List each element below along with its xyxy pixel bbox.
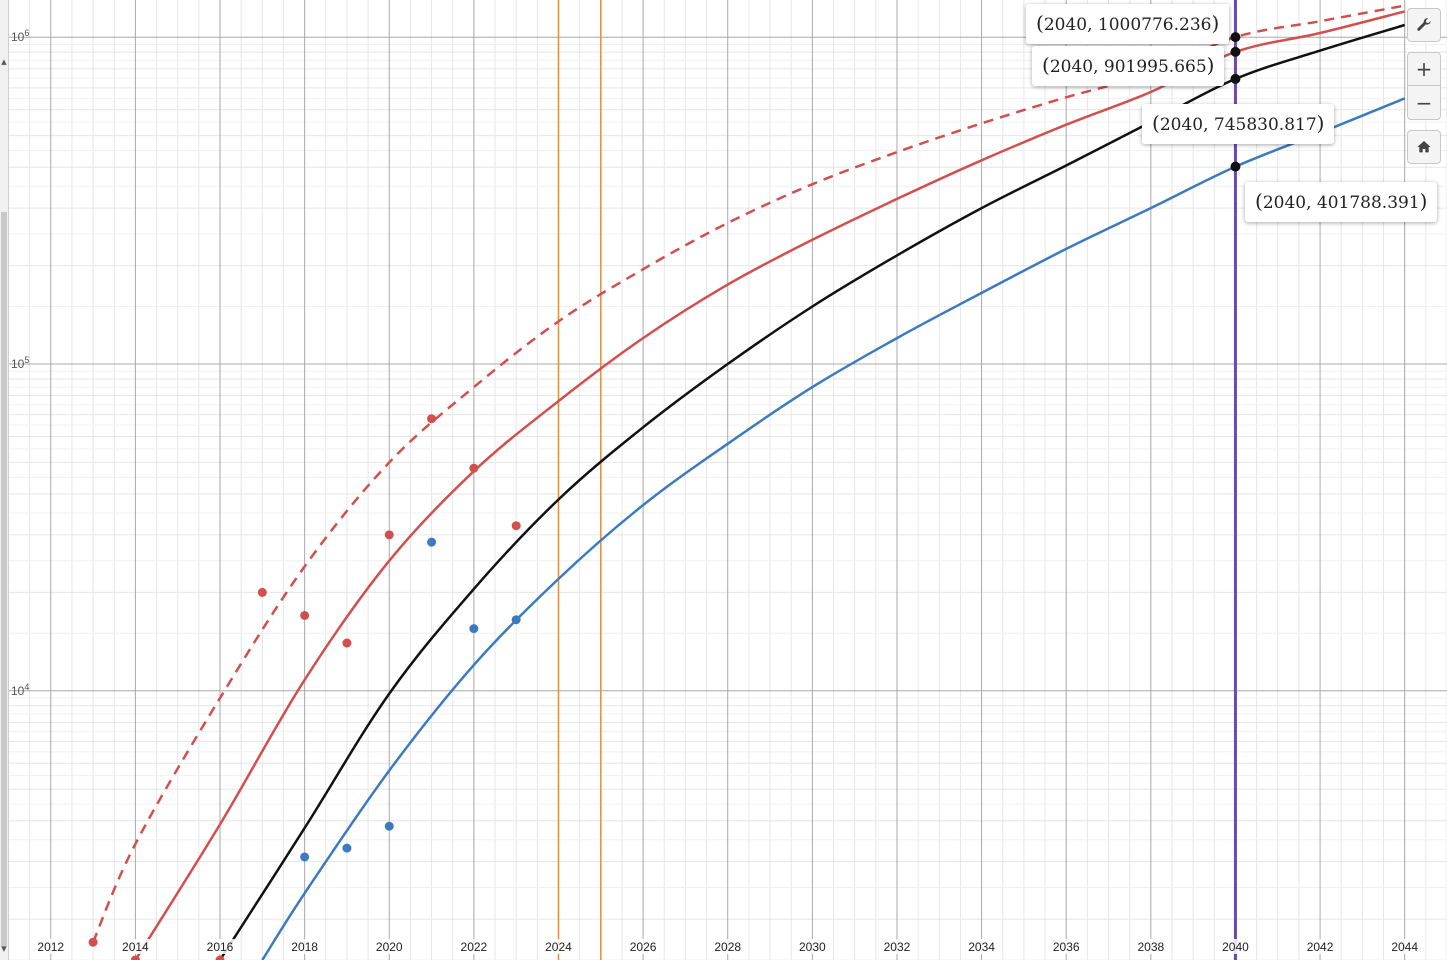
minus-icon: − (1415, 90, 1433, 115)
x-tick-label: 2012 (37, 940, 64, 954)
x-tick-label: 2020 (376, 940, 403, 954)
data-points (88, 414, 521, 960)
point-label-y: 745830.817 (1213, 115, 1317, 135)
point-label: (2040, 901995.665) (1032, 46, 1225, 86)
x-tick-label: 2042 (1307, 940, 1334, 954)
y-tick-label: 105 (11, 355, 29, 371)
point-label-y: 401788.391 (1316, 193, 1420, 213)
x-tick-label: 2040 (1222, 940, 1249, 954)
x-tick-bg (626, 939, 661, 954)
data-point (384, 821, 394, 831)
x-tick-label: 2026 (630, 940, 657, 954)
x-tick-bg (203, 939, 238, 954)
x-tick-label: 2034 (968, 940, 995, 954)
x-tick-bg (1133, 939, 1168, 954)
y-axis-ticks: 106 105 104 (11, 28, 29, 698)
highlight-point (1230, 32, 1241, 43)
data-point (130, 955, 140, 960)
highlight-point (1230, 46, 1241, 57)
scroll-thumb[interactable] (1, 212, 7, 947)
highlight-point (1230, 161, 1241, 172)
x-tick-bg (287, 939, 322, 954)
x-tick-bg (964, 939, 999, 954)
point-label-y: 901995.665 (1103, 57, 1207, 77)
curve (218, 23, 1406, 960)
wrench-icon (1417, 18, 1431, 31)
data-point (469, 624, 479, 634)
left-scroll-strip[interactable]: ▲ ▼ (0, 0, 9, 960)
point-label-x: 2040 (1049, 57, 1094, 77)
data-point (469, 463, 479, 473)
x-tick-label: 2044 (1391, 940, 1418, 954)
point-label: (2040, 401788.391) (1245, 182, 1438, 222)
x-tick-label: 2038 (1137, 940, 1164, 954)
x-tick-bg (118, 939, 153, 954)
y-tick-label: 104 (11, 682, 29, 698)
x-tick-bg (541, 939, 576, 954)
x-tick-label: 2022 (461, 940, 488, 954)
x-tick-bg (879, 939, 914, 954)
zoom-in-button[interactable]: + (1407, 52, 1441, 86)
data-point (511, 615, 521, 625)
y-tick-label: 106 (11, 28, 29, 44)
data-point (300, 852, 310, 862)
point-label: (2040, 1000776.236) (1026, 4, 1230, 44)
x-tick-bg (1049, 939, 1084, 954)
data-point (427, 537, 437, 547)
highlight-points[interactable] (1230, 32, 1241, 172)
data-point (511, 521, 521, 531)
x-tick-bg (795, 939, 830, 954)
point-label-y: 1000776.236 (1097, 15, 1212, 35)
data-point (427, 414, 437, 424)
data-point (215, 955, 225, 960)
home-icon (1417, 141, 1431, 153)
point-label-x: 2040 (1043, 15, 1088, 35)
default-viewport-button[interactable] (1407, 130, 1441, 164)
point-label-x: 2040 (1159, 115, 1204, 135)
point-label: (2040, 745830.817) (1142, 104, 1335, 144)
curve (91, 4, 1405, 943)
data-point (342, 843, 352, 853)
data-point (342, 638, 352, 648)
x-tick-bg (456, 939, 491, 954)
vertical-lines (557, 0, 1237, 960)
graph-controls: + − (1407, 8, 1441, 166)
x-tick-bg (33, 939, 68, 954)
scroll-up-arrow-icon[interactable]: ▲ (1, 58, 7, 66)
x-tick-bg (710, 939, 745, 954)
x-tick-label: 2036 (1053, 940, 1080, 954)
x-tick-label: 2016 (207, 940, 234, 954)
highlight-point (1230, 73, 1241, 84)
x-tick-label: 2030 (799, 940, 826, 954)
x-axis-ticks: 2012 2014 2016 2018 2020 2022 2024 2026 2028 2030… (33, 939, 1422, 954)
x-tick-label: 2028 (714, 940, 741, 954)
zoom-out-button[interactable]: − (1407, 86, 1441, 120)
x-tick-bg (1218, 939, 1253, 954)
x-tick-bg (372, 939, 407, 954)
x-tick-label: 2032 (884, 940, 911, 954)
data-point (300, 610, 310, 620)
plus-icon: + (1415, 57, 1433, 81)
data-point (384, 530, 394, 540)
point-label-x: 2040 (1262, 193, 1307, 213)
x-tick-bg (1303, 939, 1338, 954)
data-point (257, 587, 267, 597)
x-tick-label: 2024 (545, 940, 572, 954)
scroll-down-arrow-icon[interactable]: ▼ (1, 945, 7, 953)
x-tick-label: 2014 (122, 940, 149, 954)
data-point (88, 937, 98, 947)
graph-settings-button[interactable] (1407, 8, 1441, 42)
x-tick-bg (1387, 939, 1422, 954)
x-tick-label: 2018 (291, 940, 318, 954)
curve (261, 97, 1406, 960)
